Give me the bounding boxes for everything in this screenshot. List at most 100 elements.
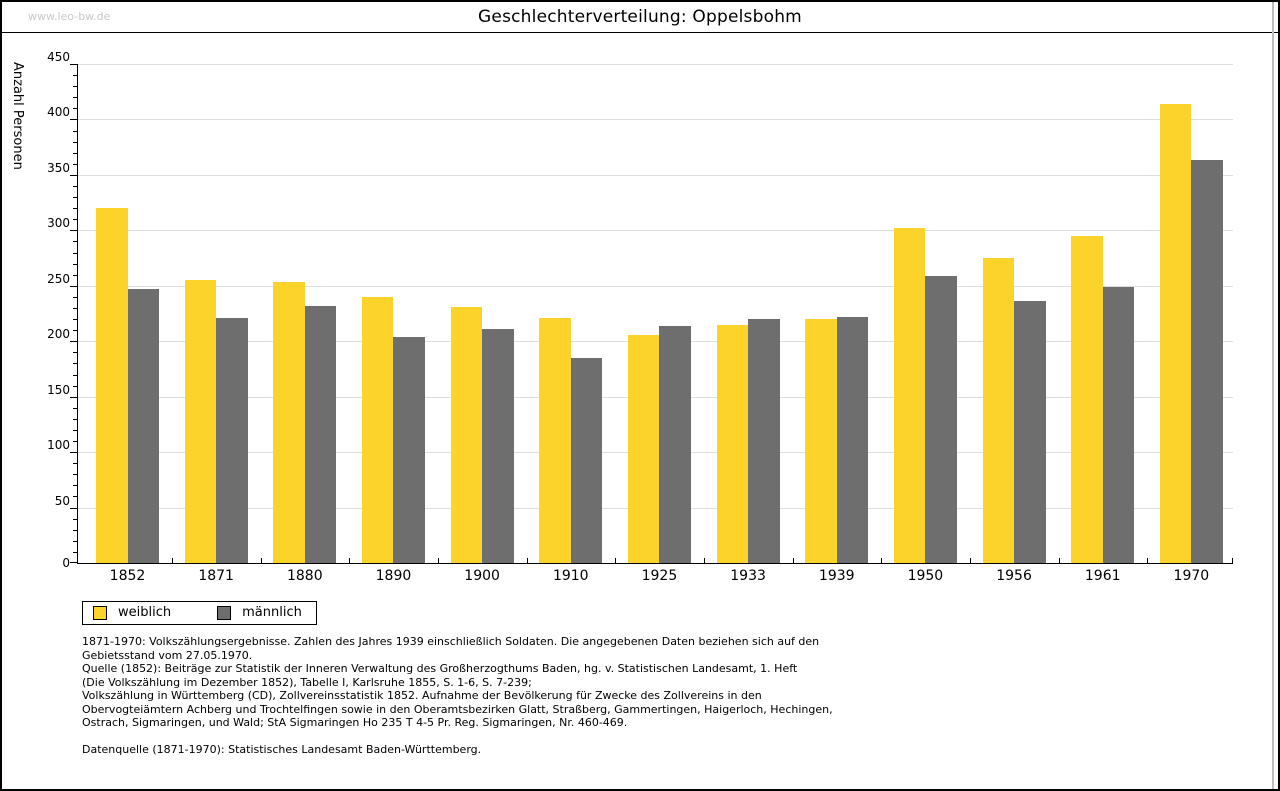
y-axis-minor-tick: [73, 185, 77, 187]
gridline: [78, 119, 1233, 121]
gridline: [78, 64, 1233, 65]
y-tick-label: 100: [47, 438, 70, 453]
y-axis-minor-tick: [73, 274, 77, 276]
legend-item-weiblich: weiblich: [93, 605, 171, 620]
x-tick-label: 1890: [375, 568, 412, 584]
y-axis-minor-tick: [73, 551, 77, 553]
y-axis-minor-tick: [73, 407, 77, 409]
footnote-line: Obervogteiämtern Achberg und Trochtelfin…: [82, 702, 833, 716]
x-tick-label: 1933: [730, 568, 766, 584]
y-axis-minor-tick: [73, 86, 77, 88]
footnotes: 1871-1970: Volkszählungsergebnisse. Zahl…: [82, 635, 1238, 756]
y-axis-major-tick: [70, 174, 77, 176]
bar-group: 1939: [805, 64, 869, 584]
footnote-line: (Die Volkszählung im Dezember 1852), Tab…: [82, 675, 532, 689]
x-tick-label: 1910: [552, 568, 589, 584]
y-axis-minor-tick: [73, 540, 77, 542]
y-axis-minor-tick: [73, 75, 77, 77]
bar-weiblich: [96, 208, 128, 563]
y-axis-major-tick: [70, 452, 77, 454]
legend-swatch-weiblich: [93, 605, 107, 620]
y-axis-minor-tick: [73, 529, 77, 531]
bar-maennlich: [925, 275, 957, 563]
bar-maennlich: [216, 317, 248, 563]
bar-weiblich: [716, 324, 749, 563]
y-axis-minor-tick: [73, 141, 77, 143]
footnote-line: Quelle (1852): Beiträge zur Statistik de…: [82, 662, 798, 675]
bars-container: 1852 1871 1880 1890 1900 1910 1925 1933 1939 1950…: [78, 64, 1233, 584]
bar-group: 1852: [96, 64, 159, 584]
y-axis-major-tick: [70, 562, 77, 563]
x-tick-label: 1950: [907, 568, 944, 584]
bar-group: 1910: [539, 64, 603, 584]
bar-weiblich: [1071, 235, 1103, 563]
bar-weiblich: [273, 282, 305, 563]
bar-maennlich: [304, 305, 337, 563]
y-axis-minor-tick: [73, 418, 77, 420]
y-axis-minor-tick: [73, 474, 77, 476]
y-axis-minor-tick: [73, 485, 77, 487]
footnote-line: Volkszählung in Württemberg (CD), Zollve…: [82, 689, 762, 702]
x-axis-tick: [171, 558, 173, 563]
y-axis-minor-tick: [73, 374, 77, 376]
legend: weiblich männlich: [82, 601, 317, 625]
y-axis-minor-tick: [73, 429, 77, 431]
bar-weiblich: [982, 258, 1015, 563]
bar-maennlich: [482, 329, 514, 563]
x-tick-label: 1970: [1173, 568, 1210, 584]
plot-area: 0 50 100 150 200 250 300 350 400 450 1852 1871 1880 1…: [47, 50, 1233, 584]
y-axis-minor-tick: [73, 330, 77, 332]
gridline: [78, 230, 1233, 232]
y-tick-label: 150: [47, 382, 70, 397]
bar-weiblich: [184, 280, 217, 563]
y-axis-minor-tick: [73, 496, 77, 498]
y-axis-minor-tick: [73, 441, 77, 443]
y-axis-minor-tick: [73, 152, 77, 154]
legend-label-weiblich: weiblich: [118, 605, 172, 620]
bar-weiblich: [893, 228, 926, 563]
y-axis-minor-tick: [73, 385, 77, 387]
watermark: www.leo-bw.de: [28, 10, 111, 23]
x-axis-tick: [615, 558, 617, 563]
y-axis-minor-tick: [73, 97, 77, 99]
y-axis-label: Anzahl Personen: [10, 62, 25, 170]
x-tick-label: 1925: [641, 568, 678, 584]
x-axis-tick: [792, 558, 794, 563]
x-axis-tick: [437, 558, 439, 563]
bar-maennlich: [1014, 301, 1046, 563]
footnote-datasource: Datenquelle (1871-1970): Statistisches L…: [82, 742, 482, 756]
chart-header: www.leo-bw.de Geschlechterverteilung: Op…: [2, 2, 1278, 33]
y-axis-minor-tick: [73, 307, 77, 309]
y-tick-label: 300: [47, 216, 70, 231]
x-axis-tick: [526, 558, 528, 563]
y-tick-label: 50: [54, 493, 70, 508]
page-title: Geschlechterverteilung: Oppelsbohm: [478, 7, 802, 27]
bar-group: 1871: [184, 64, 248, 584]
x-axis-tick: [969, 558, 971, 563]
y-axis-minor-tick: [73, 363, 77, 365]
bar-maennlich: [1191, 160, 1223, 563]
y-tick-label: 0: [62, 556, 70, 570]
bar-group: 1890: [361, 64, 425, 584]
bar-weiblich: [1159, 103, 1192, 563]
bar-group: 1925: [627, 64, 691, 584]
x-tick-label: 1880: [286, 568, 323, 584]
x-axis-tick: [1232, 558, 1233, 563]
bar-group: 1961: [1071, 64, 1135, 584]
y-axis-minor-tick: [73, 352, 77, 354]
bar-maennlich: [836, 316, 869, 563]
gridline: [78, 174, 1233, 176]
y-axis-major-tick: [70, 341, 77, 343]
bar-group: 1900: [450, 64, 514, 584]
y-axis-minor-tick: [73, 208, 77, 210]
bar-group: 1950: [893, 64, 957, 584]
y-axis-minor-tick: [73, 463, 77, 465]
y-axis-minor-tick: [73, 296, 77, 298]
y-tick-label: 400: [47, 105, 70, 120]
y-axis-minor-tick: [73, 219, 77, 221]
y-axis-major-tick: [70, 64, 77, 65]
y-tick-label: 200: [47, 327, 70, 342]
bar-maennlich: [1102, 286, 1135, 563]
frame-shadow: [1272, 2, 1274, 789]
